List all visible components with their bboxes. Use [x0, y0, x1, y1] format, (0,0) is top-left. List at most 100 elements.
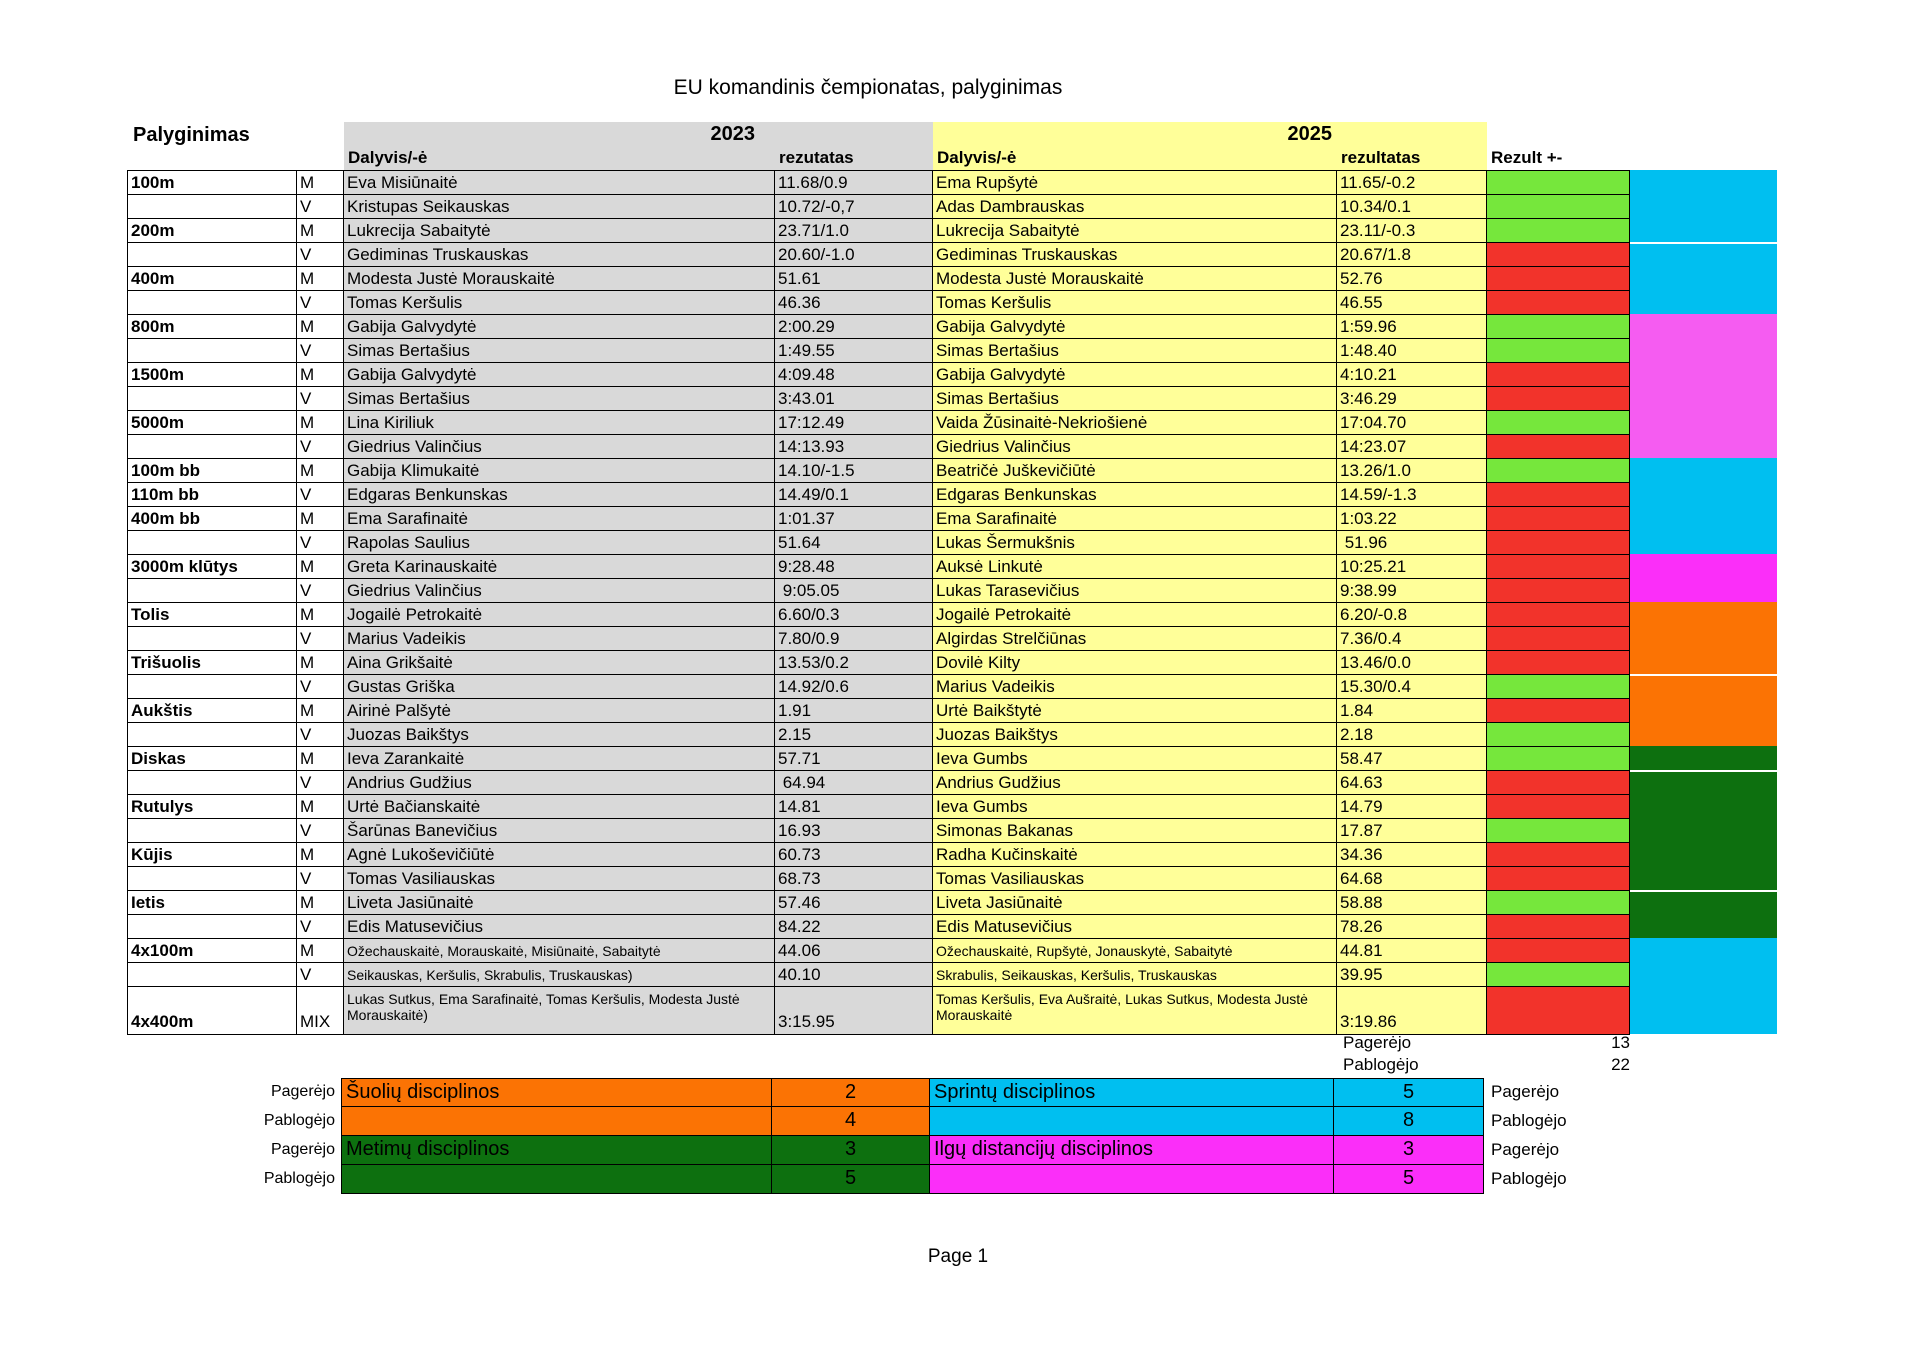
cell-result-diff — [1487, 339, 1630, 363]
cell-participant-2025: Andrius Gudžius — [933, 771, 1337, 795]
header-participant-2025: Dalyvis/-ė — [933, 146, 1337, 170]
cell-participant-2023: Kristupas Seikauskas — [344, 195, 775, 219]
cell-result-2025: 44.81 — [1337, 939, 1487, 963]
header-result-diff: Rezult +- — [1491, 148, 1563, 167]
cell-gender: V — [297, 291, 344, 315]
cell-result-2023: 3:43.01 — [775, 387, 933, 411]
cell-event — [127, 771, 297, 795]
table-row: V Seikauskas, Keršulis, Skrabulis, Truska… — [127, 963, 1630, 987]
cell-result-diff — [1487, 579, 1630, 603]
cell-participant-2025: Modesta Justė Morauskaitė — [933, 267, 1337, 291]
cell-result-2023: 2:00.29 — [775, 315, 933, 339]
cell-gender: M — [297, 939, 344, 963]
cell-result-2025: 14.79 — [1337, 795, 1487, 819]
cell-result-2025: 64.68 — [1337, 867, 1487, 891]
header-result-2023: rezutatas — [775, 146, 933, 170]
cell-event: Ietis — [127, 891, 297, 915]
table-row: 100m M Eva Misiūnaitė 11.68/0.9 Ema Rupšytė 1… — [127, 171, 1630, 195]
cell-event: 110m bb — [127, 483, 297, 507]
table-row: V Simas Bertašius 3:43.01 Simas Bertašius 3:… — [127, 387, 1630, 411]
cell-result-2025: 58.88 — [1337, 891, 1487, 915]
cell-participant-2025: Marius Vadeikis — [933, 675, 1337, 699]
summary-row: Pablogėjo 5 5 Pablogėjo — [221, 1165, 1634, 1194]
summary-side-label: Pablogėjo — [1491, 1111, 1567, 1130]
cell-participant-2023: Agnė Lukoševičiūtė — [344, 843, 775, 867]
cell-participant-2025: Ieva Gumbs — [933, 747, 1337, 771]
cell-participant-2025: Gabija Galvydytė — [933, 315, 1337, 339]
cell-result-2023: 3:15.95 — [775, 987, 933, 1035]
cell-result-2023: 6.60/0.3 — [775, 603, 933, 627]
cell-event: Trišuolis — [127, 651, 297, 675]
cell-gender: M — [297, 795, 344, 819]
cell-result-diff — [1487, 459, 1630, 483]
cell-event: Rutulys — [127, 795, 297, 819]
cell-result-2023: 2.15 — [775, 723, 933, 747]
cell-result-2025: 17.87 — [1337, 819, 1487, 843]
cell-result-2023: 17:12.49 — [775, 411, 933, 435]
table-row: Aukštis M Airinė Palšytė 1.91 Urtė Baikštytė… — [127, 699, 1630, 723]
cell-participant-2023: Rapolas Saulius — [344, 531, 775, 555]
cell-event — [127, 531, 297, 555]
cell-participant-2023: Gabija Galvydytė — [344, 363, 775, 387]
cell-result-2023: 1:01.37 — [775, 507, 933, 531]
cell-participant-2023: Modesta Justė Morauskaitė — [344, 267, 775, 291]
sprints-worsened-value: 8 — [1334, 1107, 1484, 1136]
cell-result-diff — [1487, 387, 1630, 411]
cell-participant-2023: Urtė Bačianskaitė — [344, 795, 775, 819]
table-row: Tolis M Jogailė Petrokaitė 6.60/0.3 Jogailė … — [127, 603, 1630, 627]
cell-event — [127, 627, 297, 651]
table-row: V Simas Bertašius 1:49.55 Simas Bertašius 1:… — [127, 339, 1630, 363]
header-result-2025: rezultatas — [1337, 146, 1487, 170]
cell-result-diff — [1487, 243, 1630, 267]
cell-result-2025: 7.36/0.4 — [1337, 627, 1487, 651]
cell-gender: M — [297, 651, 344, 675]
cell-result-2023: 14.49/0.1 — [775, 483, 933, 507]
cell-gender: V — [297, 339, 344, 363]
cell-result-2025: 64.63 — [1337, 771, 1487, 795]
cell-result-2025: 6.20/-0.8 — [1337, 603, 1487, 627]
cell-result-2025: 17:04.70 — [1337, 411, 1487, 435]
cell-participant-2023: Edis Matusevičius — [344, 915, 775, 939]
cell-participant-2023: Edgaras Benkunskas — [344, 483, 775, 507]
cell-result-2025: 46.55 — [1337, 291, 1487, 315]
cell-event: 200m — [127, 219, 297, 243]
cell-result-diff — [1487, 699, 1630, 723]
cell-participant-2025: Lukrecija Sabaitytė — [933, 219, 1337, 243]
cell-event: 5000m — [127, 411, 297, 435]
jumps-worsened-value: 4 — [772, 1107, 930, 1136]
cell-participant-2023: Jogailė Petrokaitė — [344, 603, 775, 627]
cell-participant-2023: Gustas Griška — [344, 675, 775, 699]
cell-result-diff — [1487, 651, 1630, 675]
discipline-category-block-dark_green — [1630, 890, 1777, 938]
discipline-category-block-orange — [1630, 602, 1777, 674]
cell-result-2025: 10.34/0.1 — [1337, 195, 1487, 219]
cell-participant-2025: Tomas Vasiliauskas — [933, 867, 1337, 891]
worsened-total-row: Pablogėjo 22 — [1343, 1054, 1630, 1076]
cell-result-diff — [1487, 675, 1630, 699]
cell-result-2023: 20.60/-1.0 — [775, 243, 933, 267]
cell-event — [127, 675, 297, 699]
cell-gender: M — [297, 507, 344, 531]
cell-result-diff — [1487, 819, 1630, 843]
cell-event: 1500m — [127, 363, 297, 387]
cell-result-2025: 1:03.22 — [1337, 507, 1487, 531]
cell-participant-2023: Airinė Palšytė — [344, 699, 775, 723]
table-row: V Tomas Keršulis 46.36 Tomas Keršulis 46.55 — [127, 291, 1630, 315]
cell-participant-2023: Ema Sarafinaitė — [344, 507, 775, 531]
table-row: V Giedrius Valinčius 14:13.93 Giedrius Vali… — [127, 435, 1630, 459]
cell-result-diff — [1487, 507, 1630, 531]
cell-gender: V — [297, 483, 344, 507]
throws-box-title: Metimų disciplinos — [341, 1136, 772, 1165]
cell-result-2023: 60.73 — [775, 843, 933, 867]
cell-event: Kūjis — [127, 843, 297, 867]
cell-result-2023: 23.71/1.0 — [775, 219, 933, 243]
table-row: Trišuolis M Aina Grikšaitė 13.53/0.2 Dovilė … — [127, 651, 1630, 675]
table-row: Rutulys M Urtė Bačianskaitė 14.81 Ieva Gumbs… — [127, 795, 1630, 819]
discipline-category-column — [1630, 170, 1777, 1034]
cell-event: 100m — [127, 171, 297, 195]
table-row: V Edis Matusevičius 84.22 Edis Matusevičius… — [127, 915, 1630, 939]
cell-event: 400m bb — [127, 507, 297, 531]
throws-improved-value: 3 — [772, 1136, 930, 1165]
cell-result-2023: 13.53/0.2 — [775, 651, 933, 675]
summary-side-label: Pablogėjo — [263, 1170, 335, 1187]
